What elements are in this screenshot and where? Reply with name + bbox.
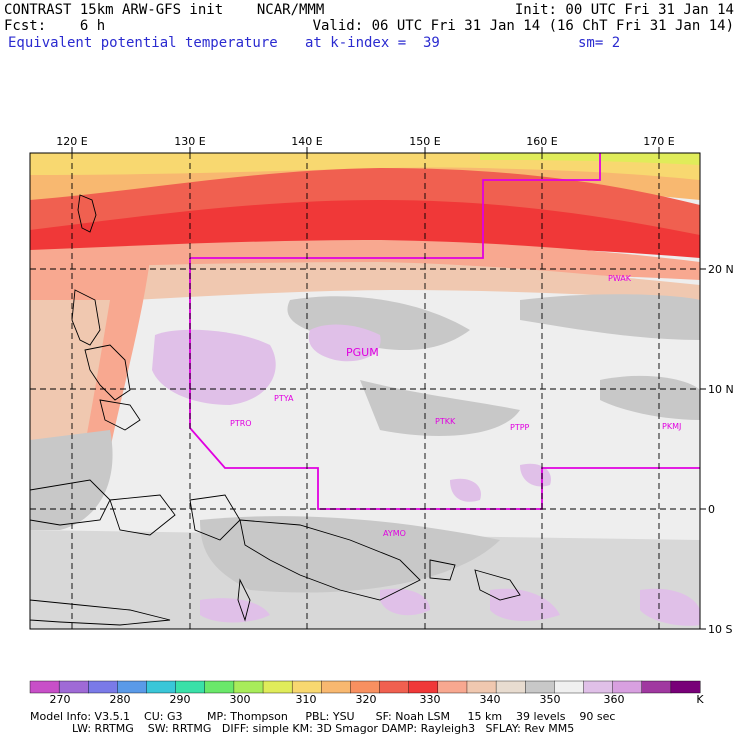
init-time: Init: 00 UTC Fri 31 Jan 14 [514,2,734,18]
station-label: PGUM [346,346,379,359]
colorbar-swatch [641,680,672,694]
colorbar [29,680,701,694]
colorbar-swatch [466,680,497,694]
theta-e-field [30,153,700,629]
colorbar-swatch [408,680,439,694]
lon-label: 150 E [409,135,440,148]
model-info-line2: LW: RRTMG SW: RRTMG DIFF: simple KM: 3D … [72,722,575,735]
colorbar-label: 290 [170,693,191,706]
valid-time: Valid: 06 UTC Fri 31 Jan 14 (16 ChT Fri … [312,18,734,34]
lon-label: 160 E [526,135,557,148]
lat-label: 10 N [708,383,734,396]
colorbar-swatch [525,680,555,694]
colorbar-swatch [58,680,89,694]
colorbar-swatch [233,680,264,694]
colorbar-label: 270 [50,693,71,706]
map-frame [29,152,701,630]
colorbar-swatch [350,680,381,694]
station-label: PKMJ [662,422,681,431]
colorbar-label: 330 [420,693,441,706]
colorbar-swatch [262,680,293,694]
station-label: PWAK [608,274,632,283]
colorbar-swatch [670,680,701,694]
model-info-line1: Model Info: V3.5.1 CU: G3 MP: Thompson P… [30,710,616,723]
colorbar-labels: 270 280 290 300 310 320 330 340 350 360 … [50,693,705,706]
colorbar-label: 280 [110,693,131,706]
colorbar-swatch [88,680,118,694]
colorbar-label: 300 [230,693,251,706]
lat-lon-grid [30,153,700,629]
station-label: AYMO [383,529,406,538]
colorbar-swatch [583,680,614,694]
station-label: PTRO [230,419,252,428]
forecast-hour: Fcst: 6 h [4,18,106,34]
colorbar-label: 350 [540,693,561,706]
station-markers: PWAK PGUM PTYA PTRO PTKK PTPP PKMJ AYMO [230,274,681,538]
station-label: PTYA [274,394,294,403]
colorbar-swatch [146,680,177,694]
colorbar-swatch [117,680,148,694]
lon-label: 120 E [56,135,87,148]
station-label: PTKK [435,417,456,426]
colorbar-swatch [175,680,206,694]
smoothing-label: sm= 2 [578,35,621,51]
colorbar-label: 340 [480,693,501,706]
colorbar-label: 360 [604,693,625,706]
colorbar-swatch [437,680,468,694]
domain-outline-upper [190,153,601,259]
lon-label: 170 E [643,135,674,148]
colorbar-swatch [204,680,235,694]
colorbar-swatch [291,680,322,694]
colorbar-label: 310 [296,693,317,706]
colorbar-unit: K [696,693,704,706]
colorbar-swatch [495,680,526,694]
lat-label: 10 S [708,623,732,636]
colorbar-label: 320 [356,693,377,706]
colorbar-swatch [321,680,351,694]
colorbar-swatch [612,680,643,694]
lat-label: 0 [708,503,715,516]
colorbar-swatch [29,680,60,694]
coastlines [30,194,521,626]
title-left: CONTRAST 15km ARW-GFS init NCAR/MMM [4,2,325,18]
level-label: at k-index = 39 [305,35,440,51]
lon-label: 130 E [174,135,205,148]
axis-ticks [71,147,706,630]
colorbar-swatch [554,680,584,694]
field-name: Equivalent potential temperature [8,35,278,51]
station-label: PTPP [510,423,530,432]
lon-label: 140 E [291,135,322,148]
lat-label: 20 N [708,263,734,276]
colorbar-swatch [379,680,410,694]
